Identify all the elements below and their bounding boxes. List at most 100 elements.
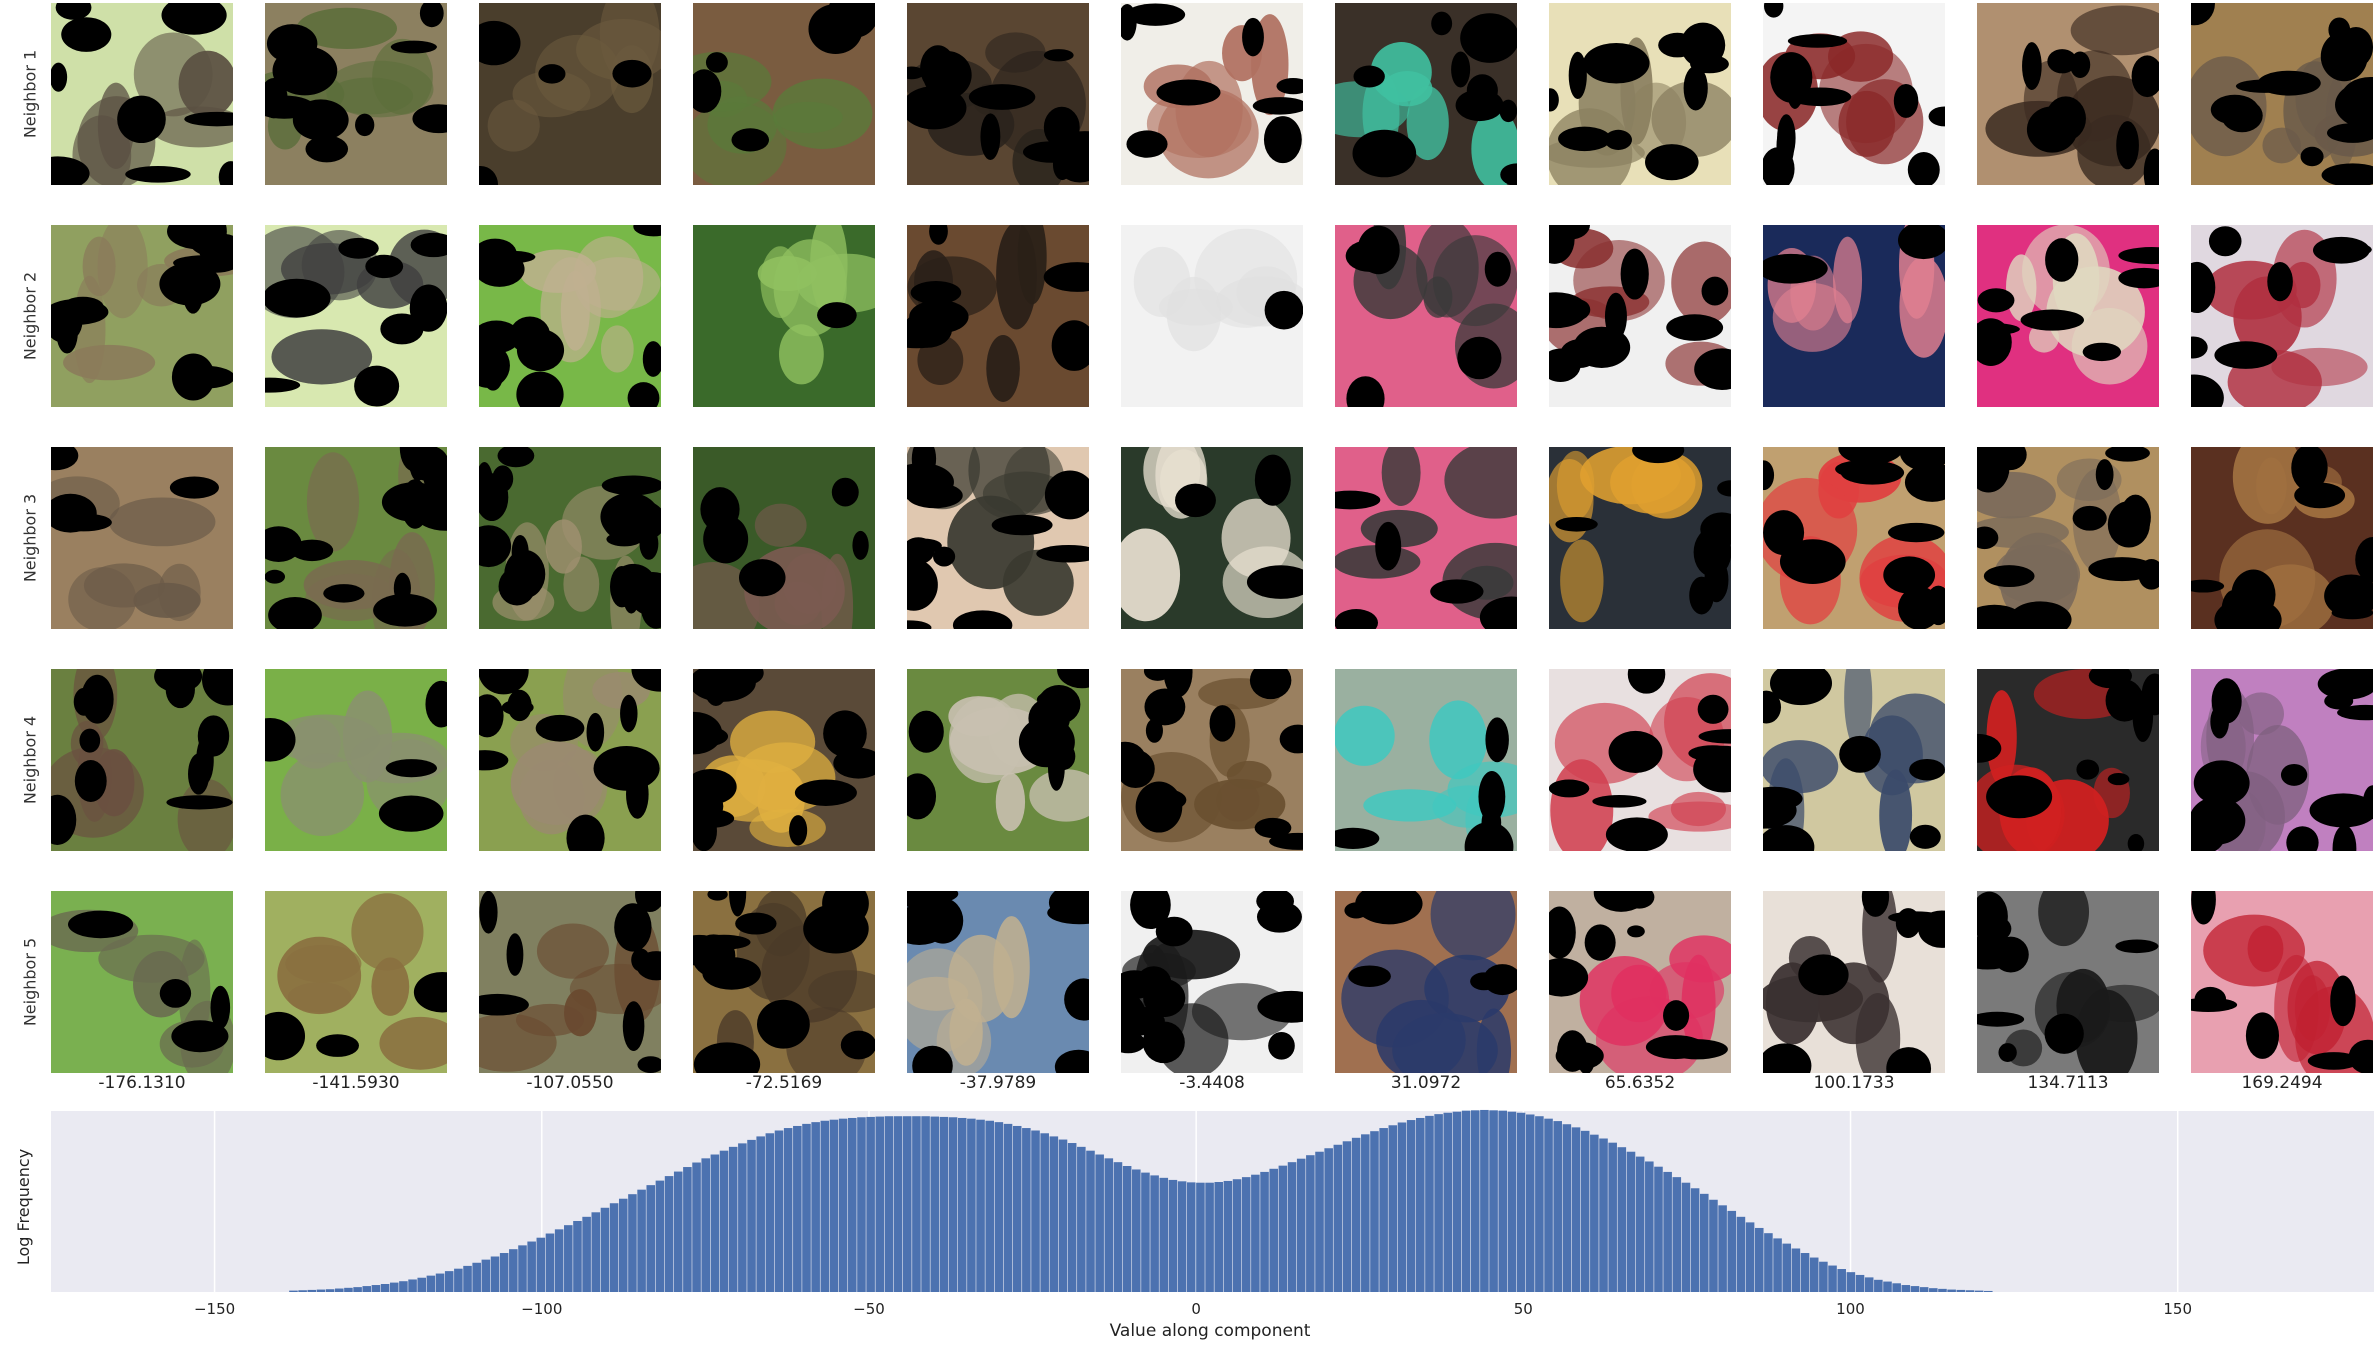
neighbor-thumbnail <box>1335 447 1517 629</box>
histogram-bar <box>1077 1146 1086 1292</box>
histogram-bar <box>536 1237 546 1292</box>
histogram-bar <box>618 1198 628 1292</box>
histogram-bar <box>545 1233 555 1292</box>
histogram-bar <box>710 1154 720 1292</box>
histogram-bar <box>1874 1279 1883 1292</box>
histogram-bar <box>1260 1171 1269 1292</box>
neighbor-thumbnail <box>1763 669 1945 851</box>
histogram-bar <box>838 1118 848 1292</box>
histogram-bar <box>490 1256 500 1292</box>
histogram-bar <box>1370 1131 1379 1292</box>
histogram-bar <box>454 1268 463 1292</box>
histogram-bar <box>1498 1110 1508 1292</box>
histogram-bar <box>472 1262 481 1292</box>
histogram-bar <box>1223 1180 1233 1292</box>
column-value-label: 169.2494 <box>2241 1073 2323 1093</box>
histogram-bar <box>1571 1127 1581 1292</box>
histogram-bar <box>1150 1175 1159 1292</box>
histogram-bar <box>728 1146 738 1292</box>
histogram-bar <box>902 1116 912 1292</box>
histogram-bar <box>664 1176 674 1292</box>
histogram-bar <box>1580 1130 1590 1292</box>
histogram-bar <box>554 1229 564 1292</box>
histogram-bar <box>426 1275 436 1292</box>
histogram-bar <box>1809 1257 1819 1292</box>
histogram-bar <box>1910 1286 1920 1292</box>
neighbor-thumbnail <box>265 225 447 407</box>
histogram-bar <box>527 1241 536 1292</box>
neighbor-thumbnail <box>51 225 233 407</box>
histogram-bar <box>1278 1165 1288 1292</box>
histogram-bar <box>1141 1172 1150 1292</box>
neighbor-thumbnail <box>1549 447 1731 629</box>
neighbor-thumbnail <box>265 3 447 185</box>
neighbor-thumbnail <box>1763 225 1945 407</box>
histogram-bar <box>1388 1125 1398 1292</box>
histogram-bar <box>1214 1182 1224 1292</box>
neighbor-thumbnail <box>479 669 661 851</box>
histogram-bar <box>1159 1177 1169 1292</box>
histogram-bar <box>1425 1115 1434 1292</box>
histogram-bar <box>1599 1138 1608 1292</box>
neighbor-thumbnail <box>1763 3 1945 185</box>
histogram-bar <box>1626 1151 1636 1292</box>
histogram-bar <box>985 1120 994 1292</box>
histogram-bar <box>1132 1169 1141 1292</box>
neighbor-thumbnail <box>1549 3 1731 185</box>
histogram-bar <box>1031 1130 1040 1292</box>
histogram-bar <box>1892 1283 1901 1292</box>
histogram-bar <box>1003 1123 1013 1292</box>
neighbor-thumbnail <box>1121 669 1303 851</box>
neighbor-thumbnail <box>907 447 1089 629</box>
histogram-bar <box>939 1116 949 1292</box>
neighbor-thumbnail <box>693 669 875 851</box>
histogram-bar <box>1745 1222 1755 1292</box>
x-tick-label: 150 <box>2163 1300 2192 1318</box>
histogram-bar <box>1296 1158 1306 1292</box>
histogram-bar <box>1397 1122 1407 1292</box>
histogram-bar <box>1654 1166 1663 1292</box>
neighbor-thumbnail <box>907 225 1089 407</box>
histogram-bar <box>1012 1125 1022 1292</box>
histogram-bar <box>417 1277 427 1292</box>
histogram-bar <box>1681 1182 1691 1292</box>
histogram-bar <box>1315 1151 1324 1292</box>
histogram-bar <box>1342 1141 1352 1292</box>
histogram-bar <box>930 1116 940 1292</box>
histogram-bar <box>1269 1168 1278 1292</box>
histogram-bar <box>1168 1179 1178 1292</box>
neighbor-thumbnail <box>265 447 447 629</box>
column-value-label: -141.5930 <box>312 1073 400 1093</box>
column-value-label: -72.5169 <box>745 1073 823 1093</box>
neighbor-thumbnail <box>1549 891 1731 1073</box>
histogram-bar <box>1672 1177 1682 1292</box>
neighbor-thumbnail <box>1977 447 2159 629</box>
neighbor-thumbnail <box>1763 891 1945 1073</box>
x-tick-label: −100 <box>521 1300 562 1318</box>
histogram-bar <box>1095 1154 1104 1292</box>
histogram-bar <box>1287 1162 1297 1292</box>
histogram-bar <box>875 1116 885 1292</box>
neighbor-thumbnail <box>2191 225 2373 407</box>
histogram-bar <box>756 1136 765 1292</box>
histogram-bar <box>573 1220 582 1292</box>
histogram-bar <box>637 1189 646 1292</box>
neighbor-thumbnail <box>1977 891 2159 1073</box>
histogram-bar <box>1086 1150 1095 1292</box>
histogram-bar <box>1452 1111 1462 1292</box>
histogram-bar <box>912 1116 921 1292</box>
histogram-bar <box>857 1117 866 1292</box>
histogram-bar <box>1883 1281 1892 1292</box>
histogram-bars <box>289 1109 1993 1292</box>
neighbor-thumbnail <box>265 669 447 851</box>
histogram-bar <box>1544 1118 1553 1292</box>
histogram-chart: −150 −100 −50 0 50 100 150 Value along compone… <box>14 1109 2374 1341</box>
histogram-bar <box>1443 1112 1453 1292</box>
histogram-bar <box>1416 1117 1425 1292</box>
histogram-bar <box>371 1285 381 1292</box>
histogram-bar <box>976 1119 985 1292</box>
x-tick-label: 0 <box>1191 1300 1201 1318</box>
histogram-bar <box>481 1259 491 1292</box>
histogram-bar <box>921 1116 930 1292</box>
neighbor-thumbnail <box>479 447 661 629</box>
